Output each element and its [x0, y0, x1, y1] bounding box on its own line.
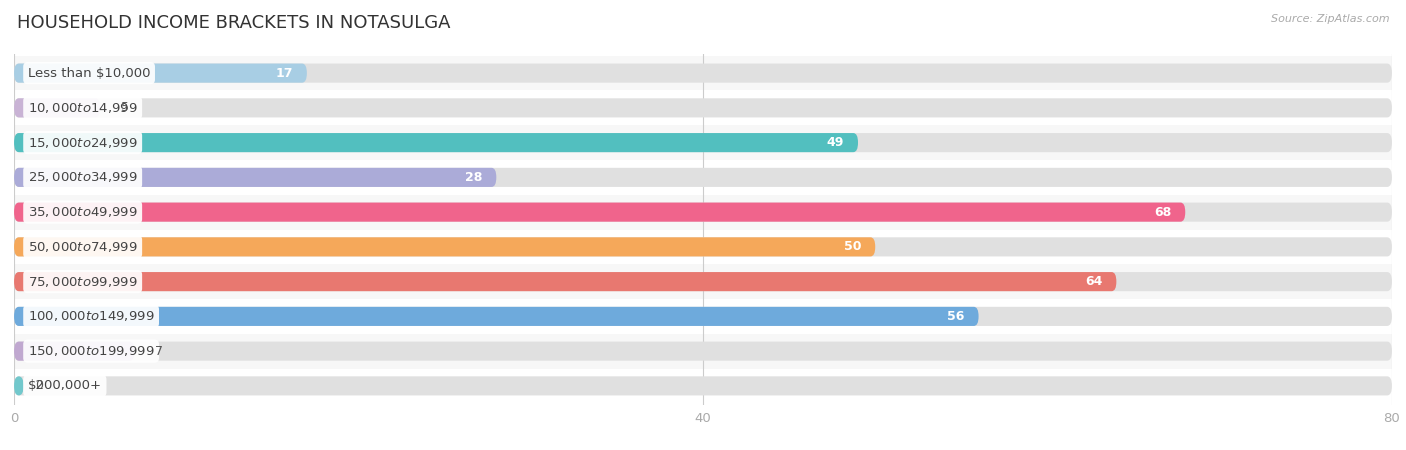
FancyBboxPatch shape [14, 272, 1392, 291]
Text: HOUSEHOLD INCOME BRACKETS IN NOTASULGA: HOUSEHOLD INCOME BRACKETS IN NOTASULGA [17, 14, 450, 32]
Text: 28: 28 [465, 171, 482, 184]
FancyBboxPatch shape [14, 237, 1392, 256]
Text: Less than $10,000: Less than $10,000 [28, 67, 150, 80]
Text: $50,000 to $74,999: $50,000 to $74,999 [28, 240, 138, 254]
FancyBboxPatch shape [14, 376, 1392, 396]
FancyBboxPatch shape [14, 133, 858, 152]
Text: 56: 56 [948, 310, 965, 323]
FancyBboxPatch shape [14, 299, 1392, 334]
Text: 7: 7 [155, 345, 163, 358]
FancyBboxPatch shape [14, 202, 1185, 222]
Text: 5: 5 [121, 101, 129, 114]
Text: 0: 0 [35, 379, 42, 392]
FancyBboxPatch shape [14, 168, 496, 187]
FancyBboxPatch shape [14, 168, 1392, 187]
Text: $15,000 to $24,999: $15,000 to $24,999 [28, 135, 138, 149]
FancyBboxPatch shape [14, 90, 1392, 125]
FancyBboxPatch shape [14, 307, 979, 326]
FancyBboxPatch shape [14, 230, 1392, 264]
FancyBboxPatch shape [14, 272, 1116, 291]
FancyBboxPatch shape [14, 98, 100, 117]
Text: $75,000 to $99,999: $75,000 to $99,999 [28, 274, 138, 288]
Text: $35,000 to $49,999: $35,000 to $49,999 [28, 205, 138, 219]
Text: $10,000 to $14,999: $10,000 to $14,999 [28, 101, 138, 115]
Text: 49: 49 [827, 136, 844, 149]
Text: Source: ZipAtlas.com: Source: ZipAtlas.com [1271, 14, 1389, 23]
Text: 50: 50 [844, 240, 862, 253]
FancyBboxPatch shape [14, 342, 1392, 361]
FancyBboxPatch shape [14, 376, 24, 396]
Text: $100,000 to $149,999: $100,000 to $149,999 [28, 310, 155, 324]
FancyBboxPatch shape [14, 307, 1392, 326]
Text: 64: 64 [1085, 275, 1102, 288]
Text: 68: 68 [1154, 206, 1171, 219]
FancyBboxPatch shape [14, 237, 875, 256]
FancyBboxPatch shape [14, 98, 1392, 117]
Text: $25,000 to $34,999: $25,000 to $34,999 [28, 171, 138, 184]
FancyBboxPatch shape [14, 125, 1392, 160]
Text: $150,000 to $199,999: $150,000 to $199,999 [28, 344, 155, 358]
FancyBboxPatch shape [14, 334, 1392, 369]
FancyBboxPatch shape [14, 195, 1392, 230]
Text: $200,000+: $200,000+ [28, 379, 101, 392]
FancyBboxPatch shape [14, 133, 1392, 152]
FancyBboxPatch shape [14, 202, 1392, 222]
FancyBboxPatch shape [14, 56, 1392, 90]
FancyBboxPatch shape [14, 342, 135, 361]
Text: 17: 17 [276, 67, 292, 80]
FancyBboxPatch shape [14, 63, 307, 83]
FancyBboxPatch shape [14, 369, 1392, 403]
FancyBboxPatch shape [14, 63, 1392, 83]
FancyBboxPatch shape [14, 160, 1392, 195]
FancyBboxPatch shape [14, 264, 1392, 299]
